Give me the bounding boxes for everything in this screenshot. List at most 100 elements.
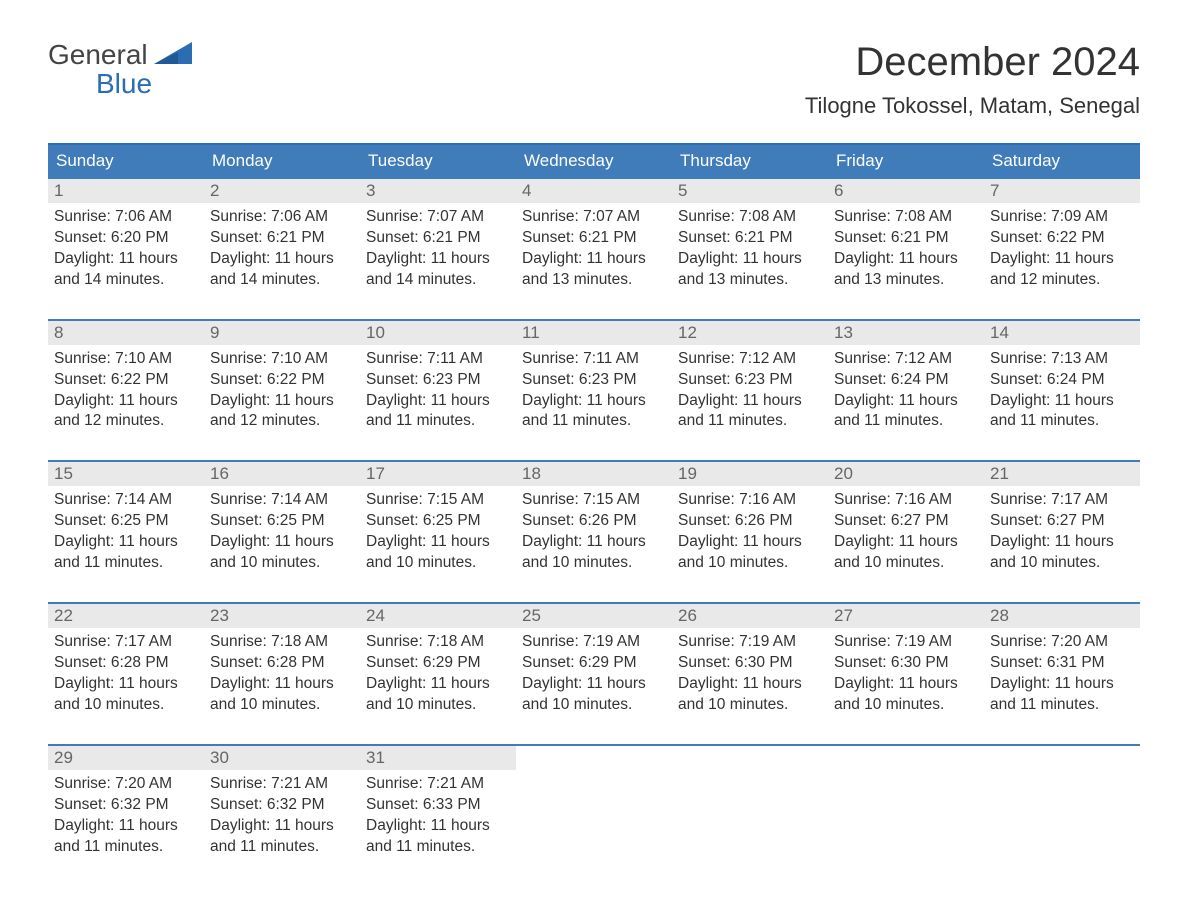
day-line-sr: Sunrise: 7:19 AM — [834, 632, 978, 653]
day-line-d1: Daylight: 11 hours — [366, 391, 510, 412]
day-line-d1: Daylight: 11 hours — [678, 391, 822, 412]
weekday-header: Thursday — [672, 143, 828, 177]
day-number: 18 — [516, 462, 672, 486]
day-cell: 29Sunrise: 7:20 AMSunset: 6:32 PMDayligh… — [48, 746, 204, 866]
day-line-d1: Daylight: 11 hours — [678, 674, 822, 695]
day-body: Sunrise: 7:08 AMSunset: 6:21 PMDaylight:… — [672, 203, 828, 299]
day-line-d1: Daylight: 11 hours — [522, 249, 666, 270]
day-body: Sunrise: 7:21 AMSunset: 6:33 PMDaylight:… — [360, 770, 516, 866]
day-cell: 4Sunrise: 7:07 AMSunset: 6:21 PMDaylight… — [516, 179, 672, 299]
day-cell — [984, 746, 1140, 866]
day-line-ss: Sunset: 6:26 PM — [678, 511, 822, 532]
weekday-header: Tuesday — [360, 143, 516, 177]
day-line-d1: Daylight: 11 hours — [834, 532, 978, 553]
day-line-d1: Daylight: 11 hours — [54, 532, 198, 553]
day-line-ss: Sunset: 6:29 PM — [522, 653, 666, 674]
day-body: Sunrise: 7:12 AMSunset: 6:24 PMDaylight:… — [828, 345, 984, 441]
day-line-d1: Daylight: 11 hours — [678, 532, 822, 553]
day-cell: 11Sunrise: 7:11 AMSunset: 6:23 PMDayligh… — [516, 321, 672, 441]
day-body: Sunrise: 7:19 AMSunset: 6:30 PMDaylight:… — [828, 628, 984, 724]
title-block: December 2024 Tilogne Tokossel, Matam, S… — [805, 40, 1140, 119]
day-line-d2: and 11 minutes. — [990, 695, 1134, 716]
day-line-sr: Sunrise: 7:11 AM — [366, 349, 510, 370]
day-cell: 16Sunrise: 7:14 AMSunset: 6:25 PMDayligh… — [204, 462, 360, 582]
day-line-ss: Sunset: 6:22 PM — [990, 228, 1134, 249]
day-line-sr: Sunrise: 7:17 AM — [54, 632, 198, 653]
page-header: General Blue December 2024 Tilogne Tokos… — [48, 40, 1140, 119]
day-body: Sunrise: 7:06 AMSunset: 6:20 PMDaylight:… — [48, 203, 204, 299]
logo: General Blue — [48, 40, 192, 99]
day-line-d2: and 10 minutes. — [834, 695, 978, 716]
day-line-d2: and 10 minutes. — [366, 553, 510, 574]
day-cell: 22Sunrise: 7:17 AMSunset: 6:28 PMDayligh… — [48, 604, 204, 724]
month-title: December 2024 — [805, 40, 1140, 85]
day-cell: 1Sunrise: 7:06 AMSunset: 6:20 PMDaylight… — [48, 179, 204, 299]
day-line-d1: Daylight: 11 hours — [366, 816, 510, 837]
day-line-d2: and 11 minutes. — [834, 411, 978, 432]
day-line-d1: Daylight: 11 hours — [210, 249, 354, 270]
day-cell: 10Sunrise: 7:11 AMSunset: 6:23 PMDayligh… — [360, 321, 516, 441]
day-cell: 9Sunrise: 7:10 AMSunset: 6:22 PMDaylight… — [204, 321, 360, 441]
day-cell: 19Sunrise: 7:16 AMSunset: 6:26 PMDayligh… — [672, 462, 828, 582]
day-line-sr: Sunrise: 7:17 AM — [990, 490, 1134, 511]
weeks-container: 1Sunrise: 7:06 AMSunset: 6:20 PMDaylight… — [48, 177, 1140, 865]
day-cell: 30Sunrise: 7:21 AMSunset: 6:32 PMDayligh… — [204, 746, 360, 866]
weekday-header: Wednesday — [516, 143, 672, 177]
day-body: Sunrise: 7:21 AMSunset: 6:32 PMDaylight:… — [204, 770, 360, 866]
day-body: Sunrise: 7:16 AMSunset: 6:26 PMDaylight:… — [672, 486, 828, 582]
day-body: Sunrise: 7:12 AMSunset: 6:23 PMDaylight:… — [672, 345, 828, 441]
day-cell: 12Sunrise: 7:12 AMSunset: 6:23 PMDayligh… — [672, 321, 828, 441]
day-number: 22 — [48, 604, 204, 628]
day-line-d1: Daylight: 11 hours — [834, 391, 978, 412]
day-line-d2: and 12 minutes. — [210, 411, 354, 432]
day-number: 16 — [204, 462, 360, 486]
day-cell: 18Sunrise: 7:15 AMSunset: 6:26 PMDayligh… — [516, 462, 672, 582]
day-line-d2: and 10 minutes. — [522, 695, 666, 716]
day-body: Sunrise: 7:16 AMSunset: 6:27 PMDaylight:… — [828, 486, 984, 582]
day-body: Sunrise: 7:19 AMSunset: 6:29 PMDaylight:… — [516, 628, 672, 724]
day-line-d1: Daylight: 11 hours — [990, 249, 1134, 270]
day-number: 31 — [360, 746, 516, 770]
day-number: 2 — [204, 179, 360, 203]
day-line-d2: and 13 minutes. — [678, 270, 822, 291]
logo-word1: General — [48, 40, 148, 69]
day-number: 13 — [828, 321, 984, 345]
day-line-sr: Sunrise: 7:20 AM — [54, 774, 198, 795]
day-line-sr: Sunrise: 7:12 AM — [678, 349, 822, 370]
day-body: Sunrise: 7:11 AMSunset: 6:23 PMDaylight:… — [516, 345, 672, 441]
day-number: 17 — [360, 462, 516, 486]
day-line-ss: Sunset: 6:21 PM — [210, 228, 354, 249]
day-cell: 31Sunrise: 7:21 AMSunset: 6:33 PMDayligh… — [360, 746, 516, 866]
day-cell: 13Sunrise: 7:12 AMSunset: 6:24 PMDayligh… — [828, 321, 984, 441]
day-number: 7 — [984, 179, 1140, 203]
day-cell: 8Sunrise: 7:10 AMSunset: 6:22 PMDaylight… — [48, 321, 204, 441]
logo-word2: Blue — [48, 69, 192, 98]
day-line-sr: Sunrise: 7:19 AM — [522, 632, 666, 653]
weekday-header: Sunday — [48, 143, 204, 177]
day-line-d1: Daylight: 11 hours — [522, 674, 666, 695]
day-line-ss: Sunset: 6:24 PM — [834, 370, 978, 391]
day-body: Sunrise: 7:10 AMSunset: 6:22 PMDaylight:… — [48, 345, 204, 441]
day-line-sr: Sunrise: 7:18 AM — [210, 632, 354, 653]
day-cell: 2Sunrise: 7:06 AMSunset: 6:21 PMDaylight… — [204, 179, 360, 299]
day-line-ss: Sunset: 6:25 PM — [54, 511, 198, 532]
day-line-d2: and 13 minutes. — [522, 270, 666, 291]
day-body: Sunrise: 7:11 AMSunset: 6:23 PMDaylight:… — [360, 345, 516, 441]
day-line-ss: Sunset: 6:20 PM — [54, 228, 198, 249]
day-cell: 20Sunrise: 7:16 AMSunset: 6:27 PMDayligh… — [828, 462, 984, 582]
day-line-sr: Sunrise: 7:19 AM — [678, 632, 822, 653]
day-line-ss: Sunset: 6:25 PM — [210, 511, 354, 532]
day-line-sr: Sunrise: 7:18 AM — [366, 632, 510, 653]
day-cell: 21Sunrise: 7:17 AMSunset: 6:27 PMDayligh… — [984, 462, 1140, 582]
day-line-d1: Daylight: 11 hours — [54, 249, 198, 270]
day-line-ss: Sunset: 6:21 PM — [834, 228, 978, 249]
day-line-sr: Sunrise: 7:08 AM — [678, 207, 822, 228]
day-number: 9 — [204, 321, 360, 345]
day-line-sr: Sunrise: 7:14 AM — [210, 490, 354, 511]
day-number: 30 — [204, 746, 360, 770]
day-line-sr: Sunrise: 7:21 AM — [366, 774, 510, 795]
day-line-d2: and 11 minutes. — [366, 837, 510, 858]
day-number: 14 — [984, 321, 1140, 345]
day-line-sr: Sunrise: 7:09 AM — [990, 207, 1134, 228]
day-cell — [828, 746, 984, 866]
